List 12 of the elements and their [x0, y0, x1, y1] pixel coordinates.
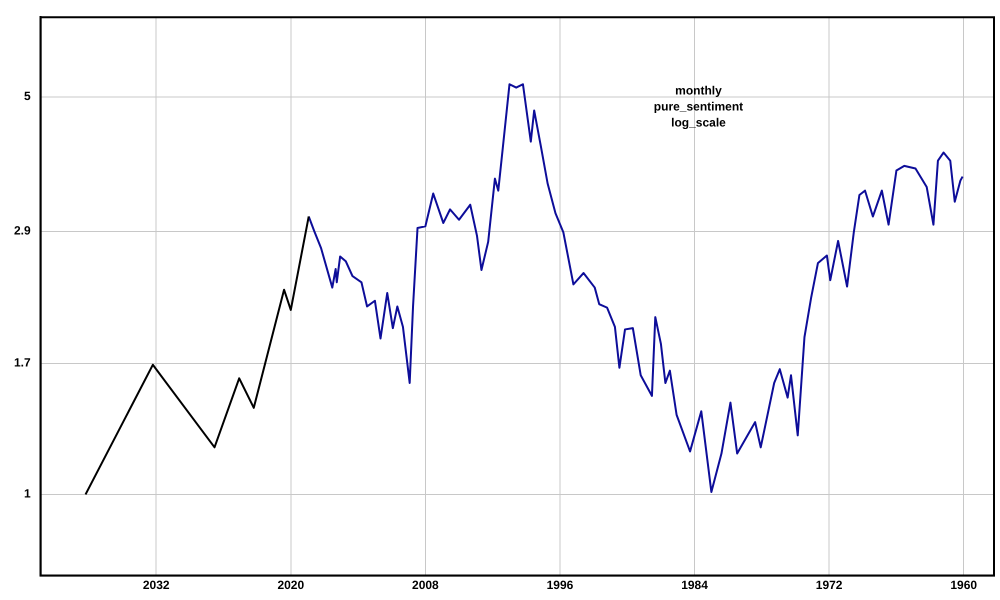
x-tick-label: 1960	[950, 578, 978, 592]
x-tick-label: 1984	[681, 578, 708, 592]
x-tick-label: 2020	[277, 578, 304, 592]
y-tick-label: 1	[24, 486, 31, 501]
text: monthly pure_sentiment log_scale	[654, 84, 744, 130]
y-tick-label: 1.7	[14, 356, 31, 370]
x-tick-label: 2008	[412, 578, 440, 592]
x-tick-label: 1996	[546, 578, 574, 592]
y-tick-label: 2.9	[14, 224, 31, 238]
x-tick-label: 2032	[142, 578, 170, 592]
x-tick-label: 1972	[816, 578, 843, 592]
y-tick-label: 5	[24, 89, 31, 104]
